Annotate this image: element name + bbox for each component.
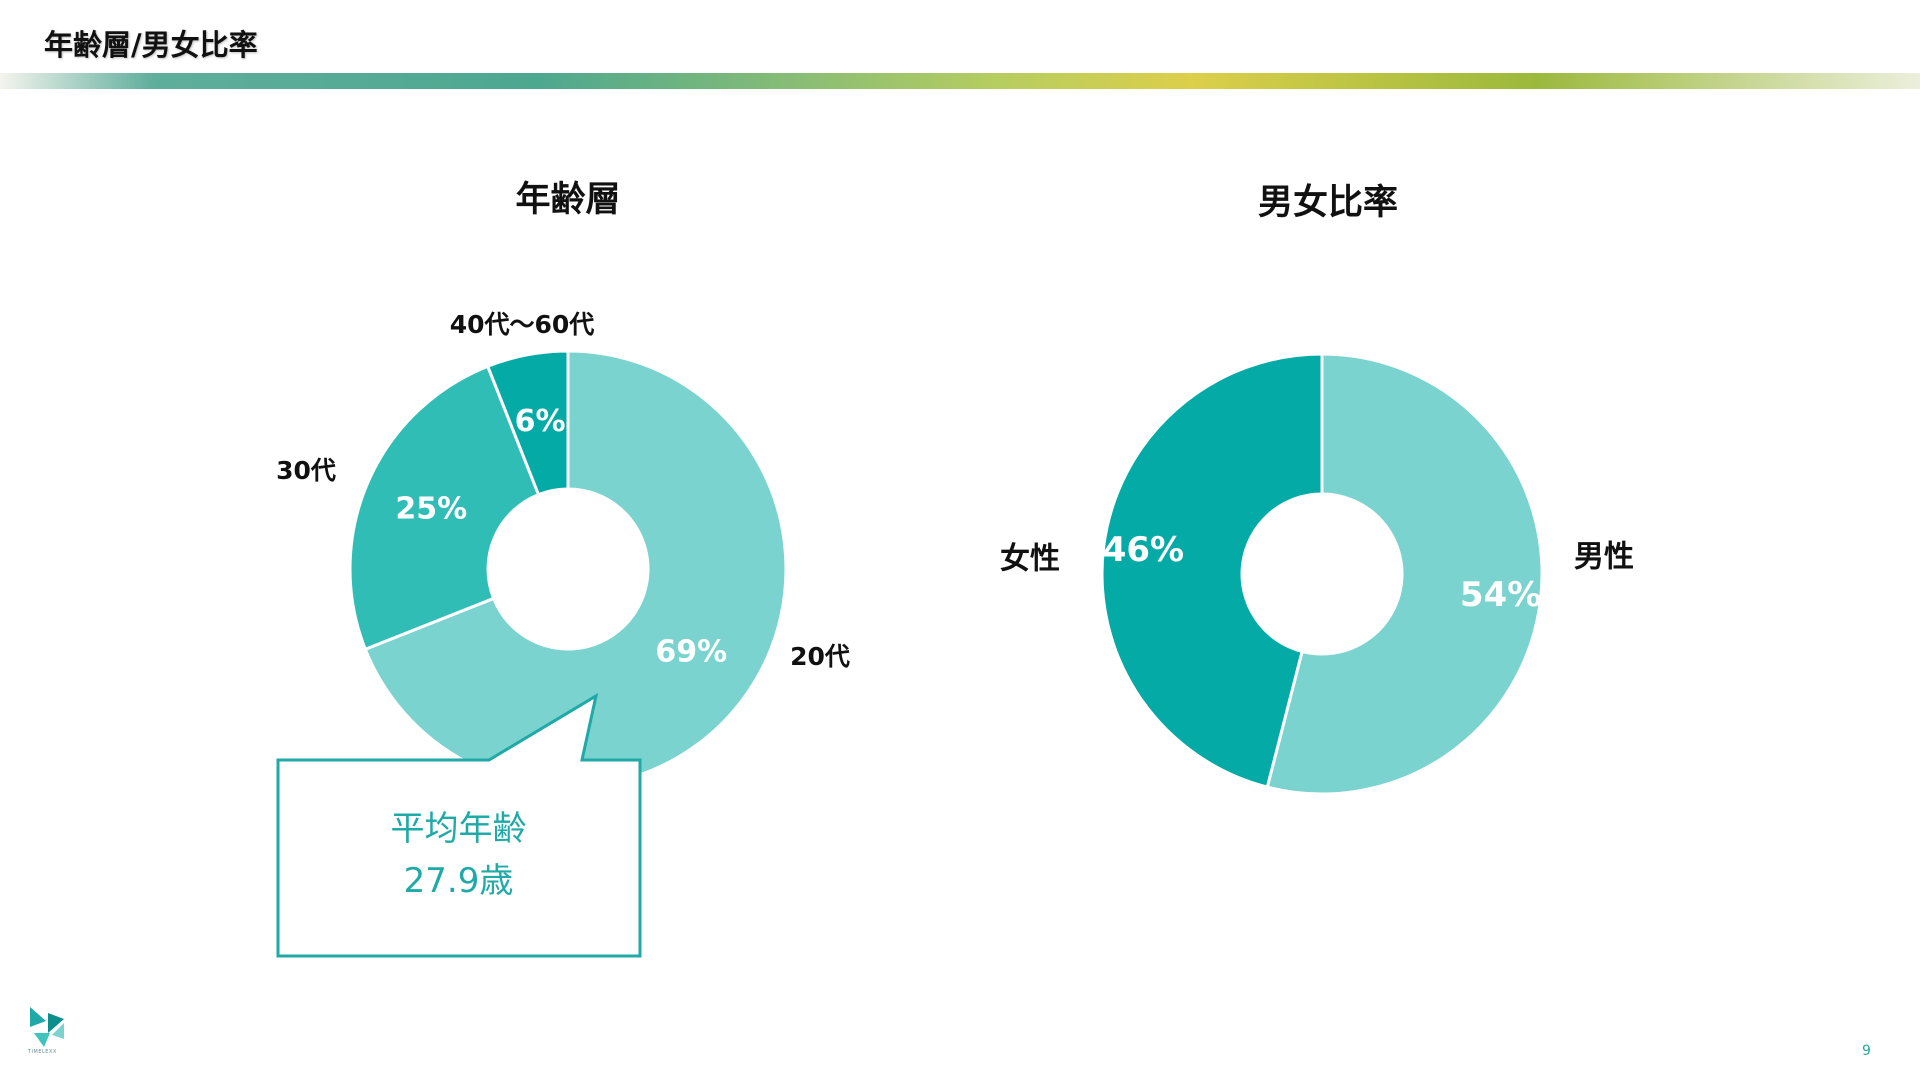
donut-slice [1100,352,1324,789]
page-number: 9 [1862,1043,1871,1059]
slice-category-label: 40代〜60代 [450,310,595,339]
slice-category-label: 女性 [1000,542,1060,577]
slice-category-label: 男性 [1574,540,1634,575]
donut-slice [1265,352,1544,796]
slice-value-label: 6% [515,404,566,439]
age-chart-title: 年齢層 [515,180,620,220]
slice-value-label: 54% [1460,575,1541,615]
header-gradient-bar [0,73,1920,89]
slice-category-label: 30代 [276,456,336,485]
callout-value: 27.9歳 [403,861,514,901]
slice-value-label: 69% [655,634,727,669]
donut-slice [348,364,541,652]
slice-value-label: 25% [395,491,467,526]
slice-value-label: 46% [1103,530,1184,570]
average-age-callout-box [276,692,642,958]
average-age-callout: 平均年齢 27.9歳 [278,803,639,907]
page-title: 年齢層/男女比率 [44,28,258,62]
donut-slice [485,349,570,497]
brand-logo-icon [30,1007,64,1047]
gender-chart-title: 男女比率 [1258,182,1398,223]
slice-category-label: 20代 [790,642,850,671]
callout-label: 平均年齢 [390,809,527,849]
brand-logo-text: TIMELEXX [28,1049,57,1055]
